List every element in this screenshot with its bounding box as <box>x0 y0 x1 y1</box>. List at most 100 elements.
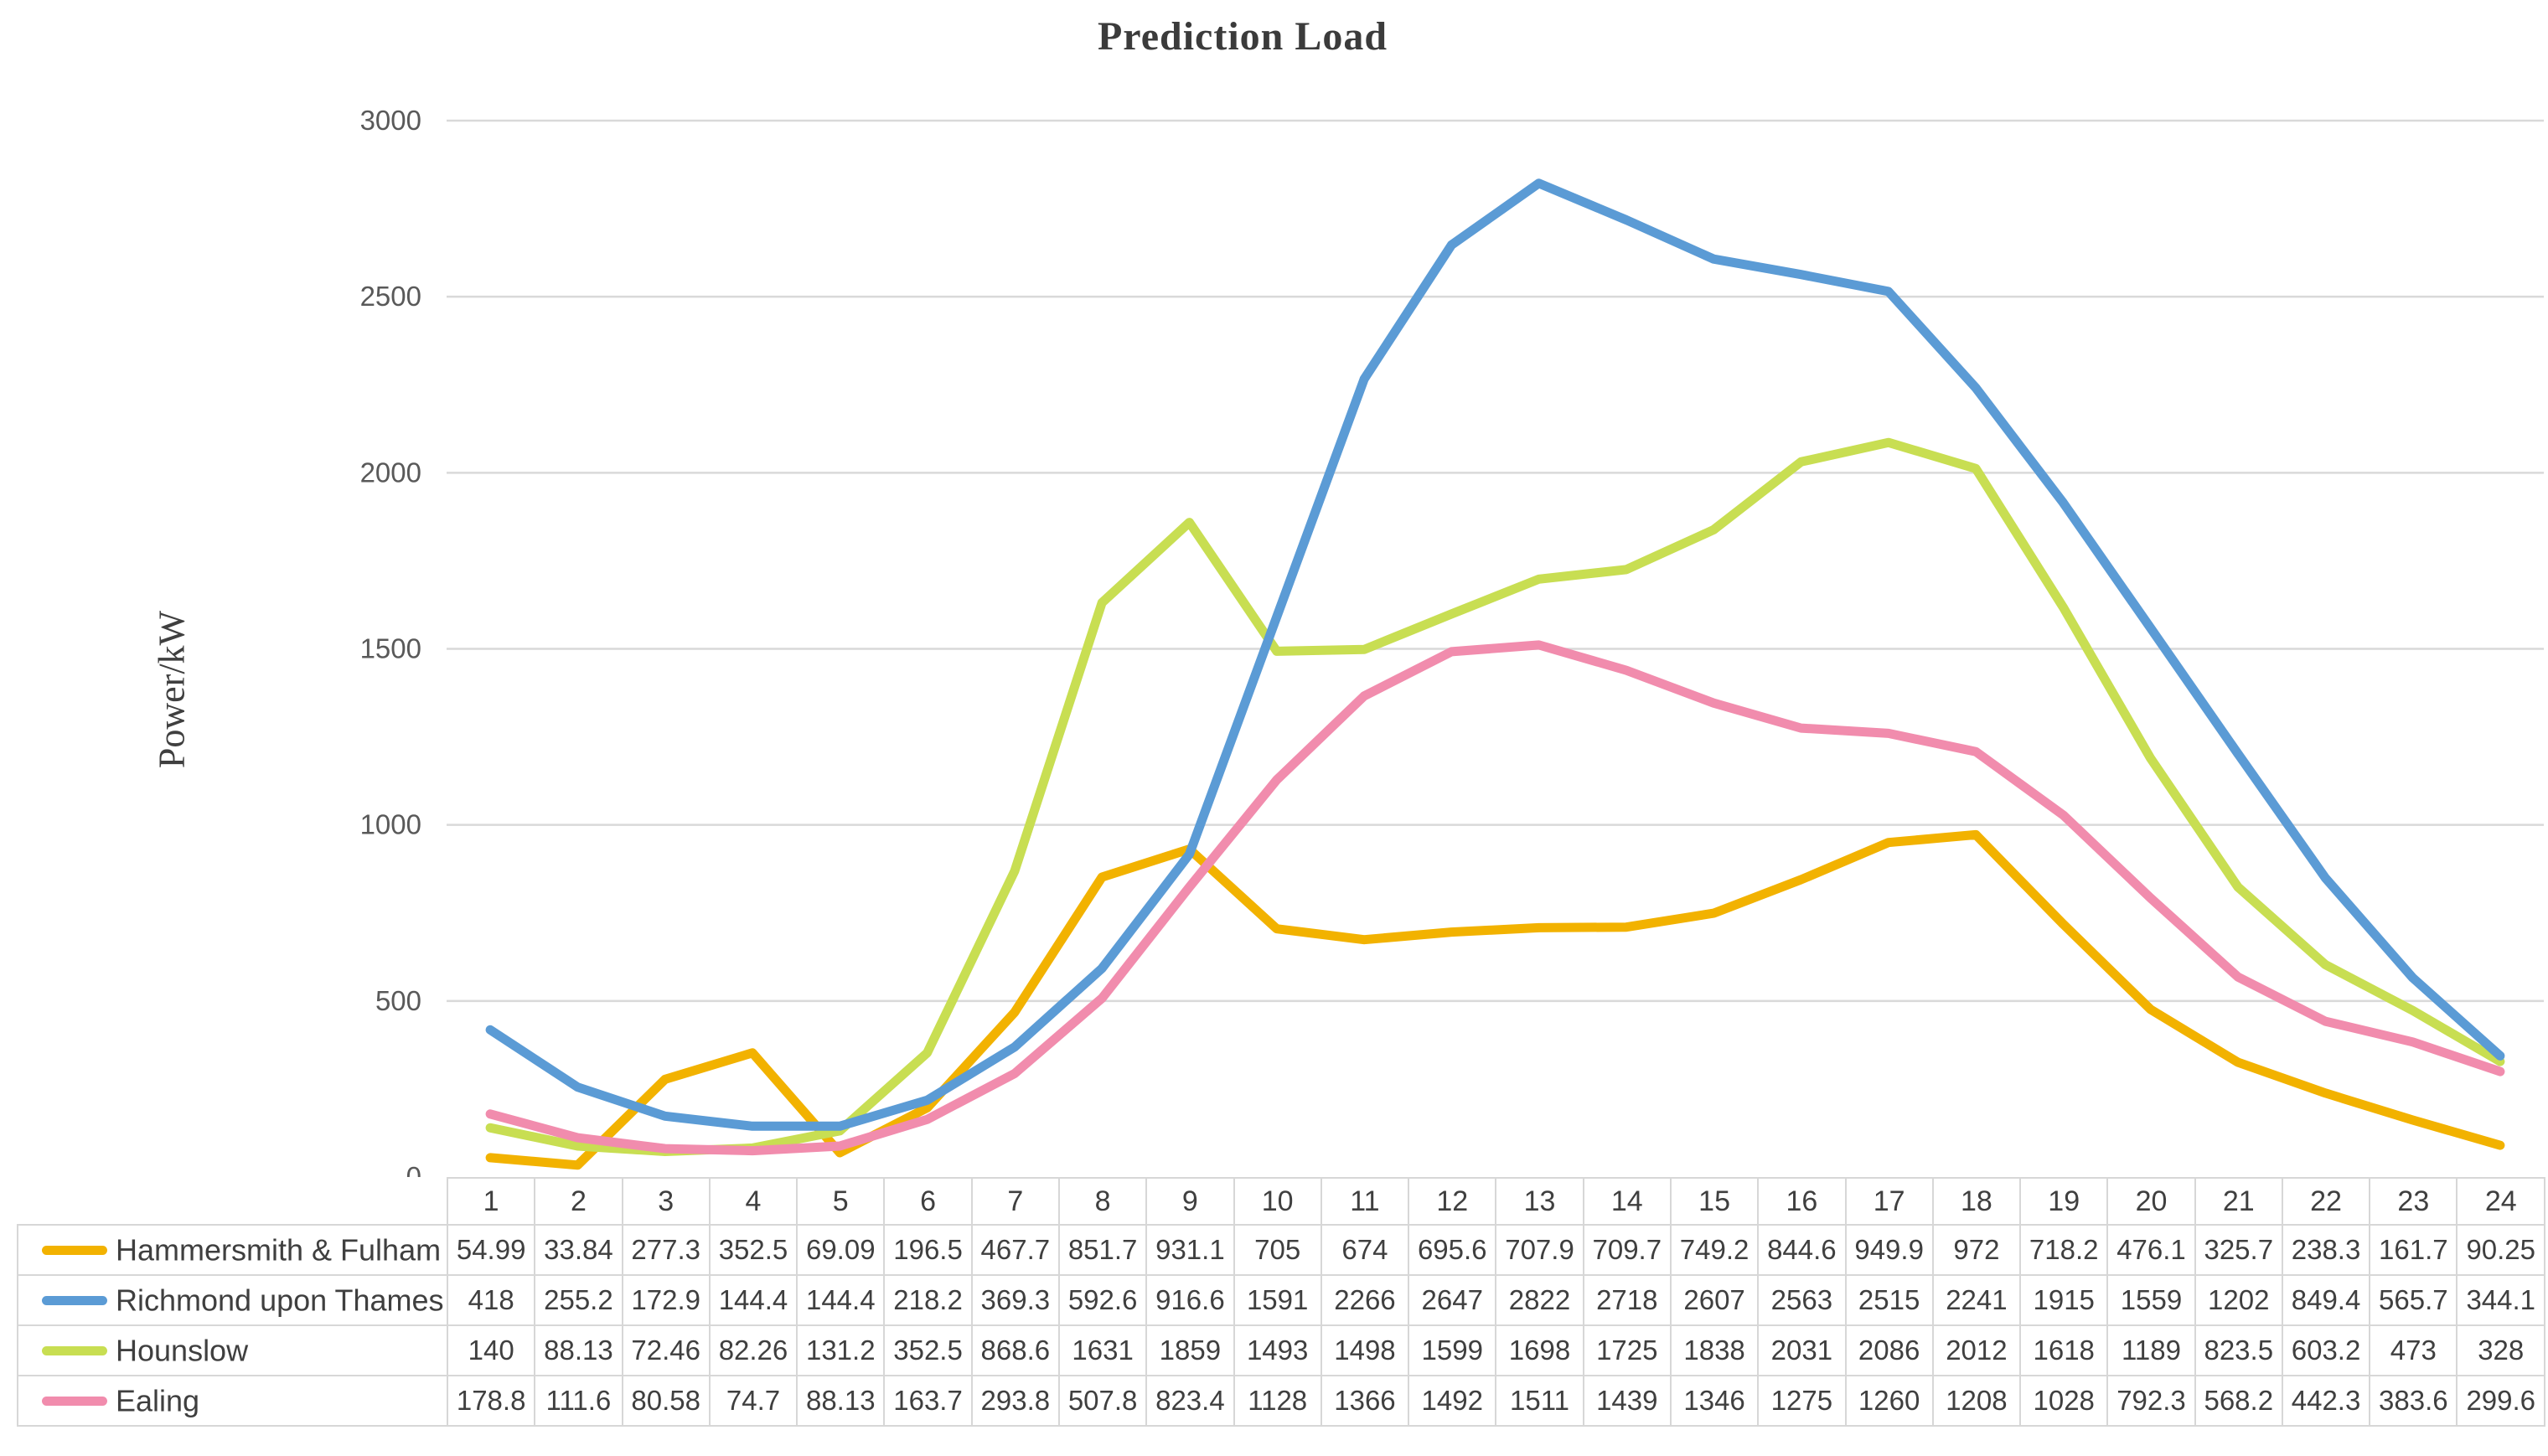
x-axis-label: 24 <box>2456 1177 2545 1226</box>
series-line-hounslow <box>485 437 2505 1156</box>
table-value: 705 <box>1233 1224 1322 1276</box>
table-value: 2086 <box>1844 1324 1934 1376</box>
table-value: 2563 <box>1757 1274 1847 1326</box>
table-value: 674 <box>1320 1224 1410 1276</box>
table-value: 1202 <box>2194 1274 2283 1326</box>
table-value: 792.3 <box>2106 1375 2196 1427</box>
table-value: 299.6 <box>2456 1375 2545 1427</box>
table-value: 1599 <box>1408 1324 1497 1376</box>
table-value: 163.7 <box>883 1375 973 1427</box>
table-value: 1498 <box>1320 1324 1410 1376</box>
table-value: 352.5 <box>883 1324 973 1376</box>
legend-cell: Ealing <box>17 1375 448 1427</box>
table-value: 1492 <box>1408 1375 1497 1427</box>
table-value: 2241 <box>1931 1274 2022 1326</box>
table-value: 823.5 <box>2194 1324 2283 1376</box>
series-name: Hammersmith & Fulham <box>116 1232 442 1268</box>
table-value: 1493 <box>1233 1324 1322 1376</box>
table-header-row: 1 2 3 4 5 6 7 8 9 10 11 12 13 14 15 16 17 18 19 20 21 22 23 24 <box>18 1177 2545 1226</box>
table-value: 916.6 <box>1145 1274 1235 1326</box>
table-value: 140 <box>446 1324 536 1376</box>
table-value: 1859 <box>1145 1324 1235 1376</box>
x-axis-label: 21 <box>2194 1177 2283 1226</box>
table-value: 1128 <box>1233 1375 1322 1427</box>
table-value: 54.99 <box>446 1224 536 1276</box>
table-value: 568.2 <box>2194 1375 2283 1427</box>
table-value: 2031 <box>1757 1324 1847 1376</box>
series-name: Hounslow <box>116 1333 249 1368</box>
table-value: 1260 <box>1844 1375 1934 1427</box>
series-line-richmond-upon-thames <box>485 178 2505 1131</box>
x-axis-label: 1 <box>446 1177 536 1226</box>
series-name: Ealing <box>116 1383 200 1418</box>
legend-cell: Hammersmith & Fulham <box>17 1224 448 1276</box>
table-value: 74.7 <box>708 1375 799 1427</box>
table-value: 325.7 <box>2194 1224 2283 1276</box>
table-value: 90.25 <box>2456 1224 2545 1276</box>
table-value: 476.1 <box>2106 1224 2196 1276</box>
table-value: 823.4 <box>1145 1375 1235 1427</box>
legend-swatch-richmond-upon-thames <box>42 1295 107 1305</box>
table-value: 1725 <box>1582 1324 1672 1376</box>
table-row: Hounslow 140 88.13 72.46 82.26 131.2 352.5 868.… <box>17 1324 2545 1376</box>
x-axis-label: 2 <box>534 1177 623 1226</box>
y-tick-label: 1000 <box>360 809 421 840</box>
table-value: 277.3 <box>621 1224 711 1276</box>
table-value: 111.6 <box>534 1375 623 1427</box>
table-value: 1838 <box>1669 1324 1760 1376</box>
table-value: 69.09 <box>796 1224 886 1276</box>
table-value: 565.7 <box>2369 1274 2458 1326</box>
x-axis-label: 8 <box>1057 1177 1148 1226</box>
table-corner-cell <box>18 1178 447 1225</box>
legend-cell: Hounslow <box>17 1324 448 1376</box>
table-value: 467.7 <box>970 1224 1060 1276</box>
table-value: 849.4 <box>2281 1274 2371 1326</box>
table-value: 2647 <box>1408 1274 1497 1326</box>
table-value: 255.2 <box>534 1274 623 1326</box>
table-value: 718.2 <box>2019 1224 2109 1276</box>
table-value: 709.7 <box>1582 1224 1672 1276</box>
table-value: 172.9 <box>621 1274 711 1326</box>
table-value: 695.6 <box>1408 1224 1497 1276</box>
table-value: 418 <box>446 1274 536 1326</box>
table-value: 238.3 <box>2281 1224 2371 1276</box>
table-value: 144.4 <box>796 1274 886 1326</box>
table-value: 383.6 <box>2369 1375 2458 1427</box>
x-axis-label: 16 <box>1757 1177 1847 1226</box>
table-value: 2515 <box>1844 1274 1934 1326</box>
table-row: Ealing 178.8 111.6 80.58 74.7 88.13 163.7 293.8… <box>17 1375 2545 1427</box>
x-axis-label: 17 <box>1844 1177 1934 1226</box>
x-axis-label: 23 <box>2369 1177 2458 1226</box>
y-tick-label: 2000 <box>360 457 421 488</box>
table-value: 196.5 <box>883 1224 973 1276</box>
table-row: Hammersmith & Fulham 54.99 33.84 277.3 352.5… <box>17 1224 2545 1276</box>
y-tick-label: 500 <box>375 985 421 1016</box>
table-value: 2266 <box>1320 1274 1410 1326</box>
table-value: 161.7 <box>2369 1224 2458 1276</box>
table-value: 293.8 <box>970 1375 1060 1427</box>
table-value: 473 <box>2369 1324 2458 1376</box>
table-value: 1439 <box>1582 1375 1672 1427</box>
table-value: 352.5 <box>708 1224 799 1276</box>
table-value: 1208 <box>1931 1375 2022 1427</box>
table-value: 33.84 <box>534 1224 623 1276</box>
table-value: 949.9 <box>1844 1224 1934 1276</box>
x-axis-label: 5 <box>796 1177 886 1226</box>
table-value: 2718 <box>1582 1274 1672 1326</box>
table-value: 178.8 <box>446 1375 536 1427</box>
x-axis-label: 10 <box>1233 1177 1322 1226</box>
chart-title: Prediction Load <box>1097 14 1388 59</box>
x-axis-label: 4 <box>708 1177 799 1226</box>
y-tick-label: 2500 <box>360 281 421 312</box>
table-value: 2012 <box>1931 1324 2022 1376</box>
legend-swatch-ealing <box>42 1396 107 1406</box>
legend-swatch-hounslow <box>42 1345 107 1355</box>
table-value: 931.1 <box>1145 1224 1235 1276</box>
table-value: 707.9 <box>1495 1224 1584 1276</box>
table-value: 1511 <box>1495 1375 1584 1427</box>
table-value: 442.3 <box>2281 1375 2371 1427</box>
table-value: 82.26 <box>708 1324 799 1376</box>
table-value: 88.13 <box>534 1324 623 1376</box>
table-value: 369.3 <box>970 1274 1060 1326</box>
